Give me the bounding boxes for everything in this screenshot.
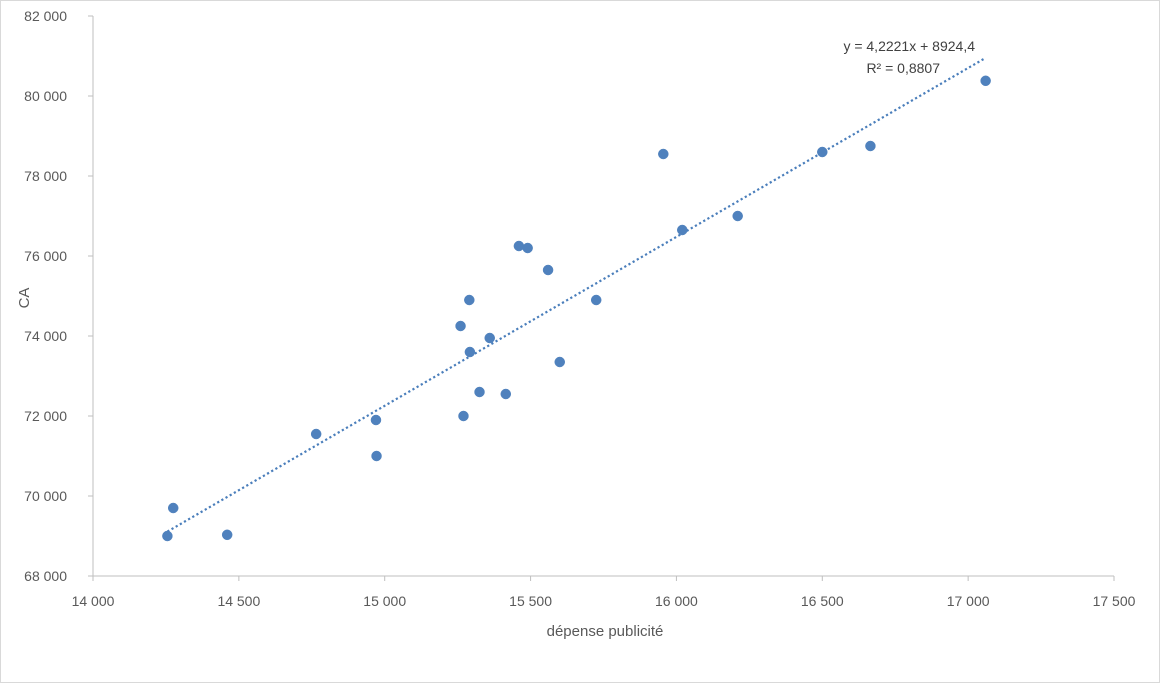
data-point <box>310 428 322 440</box>
data-points <box>162 75 991 542</box>
data-point <box>590 294 602 306</box>
data-point <box>658 148 669 160</box>
x-tick-label: 17 500 <box>1093 593 1136 609</box>
trendline-equation: y = 4,2221x + 8924,4 <box>843 38 975 54</box>
x-tick-label: 16 500 <box>801 593 844 609</box>
data-point <box>500 388 512 400</box>
y-tick-label: 76 000 <box>24 248 67 264</box>
axes: 14 000 14 500 15 000 15 500 16 000 16 500 17 0… <box>24 8 1135 609</box>
data-point <box>817 146 828 158</box>
data-point <box>542 264 554 276</box>
x-tick-label: 16 000 <box>655 593 698 609</box>
data-point <box>865 140 876 152</box>
trendline-r-squared: R² = 0,8807 <box>866 60 940 76</box>
x-tick-label: 15 500 <box>509 593 552 609</box>
data-point <box>464 346 476 358</box>
data-point <box>162 530 173 542</box>
y-tick-label: 68 000 <box>24 568 67 584</box>
x-axis-title: dépense publicité <box>547 623 664 640</box>
data-point <box>221 529 233 541</box>
data-point <box>677 224 688 236</box>
y-axis-title: CA <box>16 288 33 309</box>
data-point <box>732 210 743 222</box>
y-tick-label: 78 000 <box>24 168 67 184</box>
data-point <box>522 242 533 254</box>
x-tick-label: 15 000 <box>363 593 406 609</box>
trendline-group <box>166 56 987 533</box>
x-tick-label: 14 000 <box>72 593 115 609</box>
data-point <box>474 386 485 398</box>
labels-group: dépense publicité CA y = 4,2221x + 8924,… <box>16 38 975 640</box>
data-point <box>455 320 466 332</box>
data-point <box>167 502 179 514</box>
data-point <box>554 356 565 368</box>
x-tick-label: 14 500 <box>217 593 260 609</box>
data-point <box>464 294 475 306</box>
data-point <box>980 75 991 87</box>
data-point <box>371 450 382 462</box>
data-point <box>370 414 382 426</box>
x-tick-label: 17 000 <box>947 593 990 609</box>
y-tick-label: 80 000 <box>24 88 67 104</box>
data-point <box>484 332 495 344</box>
data-point <box>458 410 469 422</box>
y-tick-label: 72 000 <box>24 408 67 424</box>
y-tick-label: 74 000 <box>24 328 67 344</box>
y-tick-label: 70 000 <box>24 488 67 504</box>
trendline <box>166 56 987 533</box>
data-point <box>513 240 525 252</box>
y-tick-label: 82 000 <box>24 8 67 24</box>
